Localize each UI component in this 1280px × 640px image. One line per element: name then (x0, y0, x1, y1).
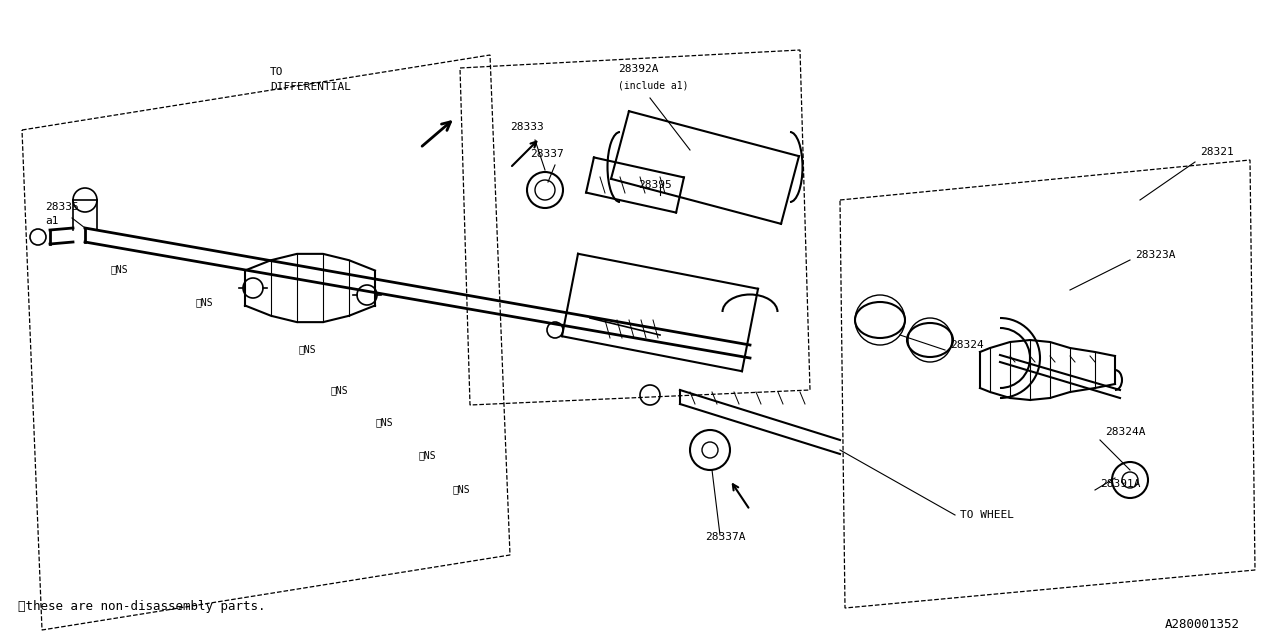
Text: DIFFERENTIAL: DIFFERENTIAL (270, 82, 351, 92)
Text: a1: a1 (45, 216, 59, 226)
Text: ※NS: ※NS (298, 344, 316, 354)
Text: 28337A: 28337A (705, 532, 745, 542)
Text: ※NS: ※NS (452, 484, 470, 494)
Text: 28323A: 28323A (1135, 250, 1175, 260)
Text: 28337: 28337 (530, 149, 563, 159)
Text: ※these are non-disassembly parts.: ※these are non-disassembly parts. (18, 600, 265, 613)
Text: 28321: 28321 (1201, 147, 1234, 157)
Text: 28395: 28395 (637, 180, 672, 190)
Text: 28392A: 28392A (618, 64, 658, 74)
Text: TO: TO (270, 67, 283, 77)
Text: 28324: 28324 (950, 340, 984, 350)
Text: ※NS: ※NS (375, 417, 393, 427)
Text: ※NS: ※NS (419, 450, 435, 460)
Text: ※NS: ※NS (110, 264, 128, 274)
Text: TO WHEEL: TO WHEEL (960, 510, 1014, 520)
Text: A280001352: A280001352 (1165, 618, 1240, 631)
Text: 28324A: 28324A (1105, 427, 1146, 437)
Text: ※NS: ※NS (195, 297, 212, 307)
Text: 28391A: 28391A (1100, 479, 1140, 489)
Text: ※NS: ※NS (330, 385, 348, 395)
Text: 28335: 28335 (45, 202, 79, 212)
Text: 28333: 28333 (509, 122, 544, 132)
Text: (include a1): (include a1) (618, 80, 689, 90)
